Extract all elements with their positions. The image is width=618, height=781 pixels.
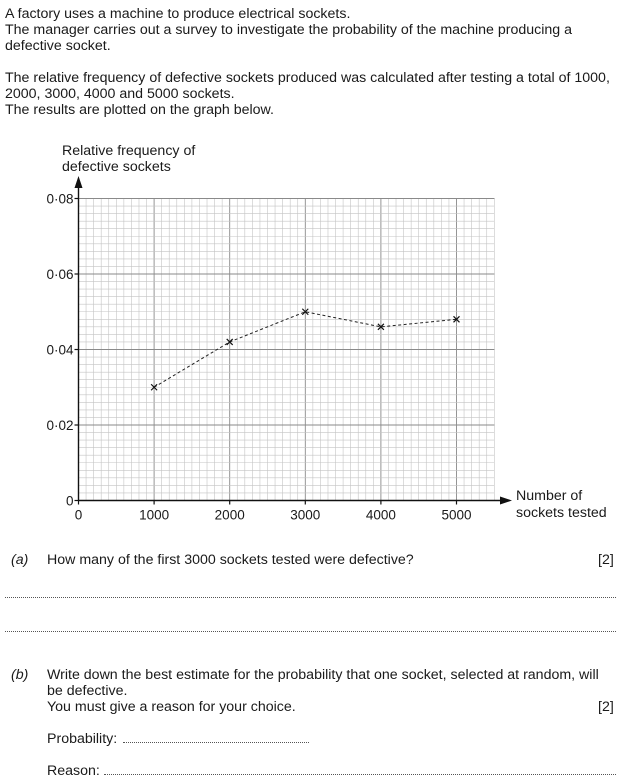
data-point-marker — [301, 308, 309, 316]
question-a-marks: [2] — [598, 552, 614, 568]
intro-line-1: A factory uses a machine to produce elec… — [5, 6, 351, 22]
y-tick-label: 0 — [66, 494, 74, 509]
y-tick-label: 0·06 — [46, 267, 73, 282]
answer-line-a-1[interactable] — [5, 597, 616, 598]
y-axis-arrow — [74, 176, 83, 188]
intro-line-3: The relative frequency of defective sock… — [5, 70, 610, 102]
x-axis-label-line-1: Number of — [516, 488, 582, 504]
x-tick-label: 5000 — [441, 508, 471, 523]
y-axis-label-line-2: defective sockets — [62, 159, 171, 175]
x-axis-label-line-2: sockets tested — [516, 505, 607, 521]
data-series — [150, 308, 460, 391]
relative-frequency-chart: 00·020·040·060·08 0 1000 2000 3000 4000 5000 … — [46, 143, 607, 523]
question-b-label: (b) — [11, 667, 29, 683]
chart-grid — [78, 198, 495, 501]
chart-axes — [74, 176, 512, 505]
y-tick-label: 0·02 — [46, 418, 73, 433]
question-b-text-line-1: Write down the best estimate for the pro… — [47, 667, 599, 699]
x-tick-labels: 0 1000 2000 3000 4000 5000 — [75, 500, 472, 523]
question-a-label: (a) — [11, 552, 29, 568]
x-tick-label: 4000 — [366, 508, 396, 523]
answer-line-a-2[interactable] — [5, 631, 616, 632]
intro-line-2: The manager carries out a survey to inve… — [5, 22, 573, 54]
intro-line-4: The results are plotted on the graph bel… — [5, 102, 274, 118]
x-tick-label: 1000 — [139, 508, 169, 523]
probability-answer-line[interactable] — [123, 742, 309, 743]
question-b-text-line-2: You must give a reason for your choice. — [47, 699, 296, 715]
reason-label: Reason: — [47, 763, 100, 779]
x-axis-arrow — [500, 496, 512, 505]
question-b-text: Write down the best estimate for the pro… — [47, 667, 618, 715]
reason-answer-line[interactable] — [104, 774, 616, 775]
question-b-marks: [2] — [598, 699, 614, 715]
data-point-marker — [377, 323, 385, 331]
y-tick-labels: 0 0·02 0·04 0·06 0·08 — [46, 192, 79, 509]
y-tick-label: 0·08 — [46, 192, 73, 207]
y-tick-label: 0·04 — [46, 343, 74, 358]
question-a-text: How many of the first 3000 sockets teste… — [47, 552, 414, 568]
data-point-marker — [453, 315, 460, 323]
x-tick-label: 2000 — [215, 508, 245, 523]
y-axis-label-line-1: Relative frequency of — [62, 143, 195, 159]
x-tick-label: 3000 — [290, 508, 320, 523]
x-tick-label: 0 — [75, 508, 83, 523]
data-point-marker — [150, 383, 158, 391]
series-line — [153, 311, 457, 388]
data-point-marker — [226, 338, 234, 346]
probability-label: Probability: — [47, 731, 118, 747]
intro-text: A factory uses a machine to produce elec… — [5, 6, 617, 118]
